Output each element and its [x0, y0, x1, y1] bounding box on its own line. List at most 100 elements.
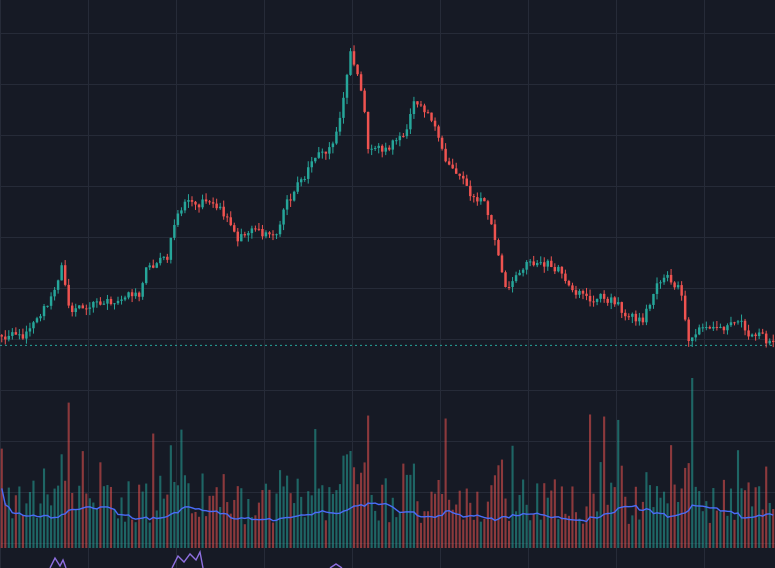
- candle-body: [729, 322, 733, 326]
- candle-body: [81, 305, 85, 309]
- candle-body: [585, 293, 588, 296]
- volume-bar: [736, 450, 740, 548]
- candle-body: [225, 216, 229, 218]
- candle-body: [278, 224, 282, 235]
- candle-body: [437, 126, 440, 138]
- candle-body: [25, 331, 28, 339]
- candle-body: [476, 197, 479, 202]
- volume-bar: [183, 475, 186, 548]
- candle-body: [599, 293, 602, 299]
- volume-bar: [381, 484, 384, 548]
- volume-bar: [648, 485, 651, 548]
- volume-bar: [448, 499, 451, 548]
- volume-bar: [159, 475, 162, 548]
- volume-ma-line: [1, 488, 774, 523]
- volume-bar: [11, 518, 14, 548]
- candle-body: [543, 262, 546, 267]
- candle-body: [708, 327, 712, 329]
- volume-bar: [553, 479, 556, 548]
- candle-body: [275, 234, 278, 236]
- volume-bar: [296, 478, 299, 548]
- candle-body: [388, 147, 391, 150]
- candle-body: [32, 322, 35, 329]
- candle-body: [18, 334, 21, 336]
- volume-bar: [476, 491, 479, 548]
- candle-body: [395, 140, 398, 142]
- volume-bar: [772, 508, 775, 548]
- candle-body: [606, 298, 609, 303]
- volume-bar: [60, 454, 63, 548]
- volume-bar: [550, 490, 553, 548]
- candle-body: [116, 300, 120, 304]
- volume-bar: [321, 485, 324, 548]
- candle-body: [180, 210, 183, 214]
- volume-bar: [197, 516, 201, 548]
- candle-body: [183, 201, 187, 211]
- volume-bar: [39, 503, 42, 548]
- candle-body: [190, 200, 194, 202]
- candle-body: [35, 318, 39, 323]
- volume-bar: [451, 509, 454, 548]
- volume-bar: [286, 475, 289, 548]
- volume-bar: [412, 463, 415, 548]
- volume-bar: [250, 517, 253, 548]
- candle-body: [683, 295, 687, 320]
- candle-body: [571, 285, 574, 291]
- volume-bar: [67, 402, 70, 548]
- volume-bar: [50, 505, 53, 548]
- candle-body: [528, 261, 532, 263]
- volume-bar: [148, 522, 151, 548]
- candle-body: [335, 131, 338, 144]
- candle-body: [240, 234, 243, 242]
- volume-bar: [243, 524, 246, 548]
- volume-bar: [525, 504, 528, 548]
- volume-bar: [271, 522, 275, 548]
- volume-bar: [367, 415, 370, 548]
- volume-bar: [560, 486, 563, 548]
- candle-body: [416, 101, 419, 105]
- candle-body: [430, 112, 433, 121]
- volume-bar: [109, 486, 113, 548]
- volume-bar: [106, 485, 109, 548]
- volume-bar: [116, 518, 120, 548]
- candle-body: [624, 312, 627, 317]
- candle-body: [532, 261, 535, 266]
- volume-bar: [687, 463, 690, 548]
- candle-body: [292, 191, 296, 201]
- volume-bar: [233, 499, 236, 548]
- volume-bar: [32, 480, 35, 548]
- candle-body: [70, 305, 74, 313]
- volume-bar: [662, 491, 666, 548]
- volume-bar: [219, 507, 222, 548]
- volume-bar: [631, 515, 634, 548]
- candle-body: [106, 298, 109, 304]
- candle-body: [701, 327, 705, 329]
- candle-body: [440, 137, 444, 149]
- volume-bar: [680, 488, 683, 548]
- candle-body: [0, 335, 3, 337]
- volume-bar: [493, 475, 496, 548]
- price-candles: [0, 45, 775, 348]
- volume-bar: [768, 502, 771, 548]
- candle-body: [74, 308, 77, 313]
- volume-bar: [486, 501, 489, 548]
- volume-bar: [677, 501, 680, 548]
- candle-body: [162, 256, 166, 258]
- volume-bar: [324, 520, 327, 548]
- volume-bar: [712, 488, 715, 548]
- volume-bar: [176, 485, 179, 548]
- candle-body: [42, 306, 46, 317]
- candle-body: [67, 284, 70, 306]
- volume-bar: [74, 509, 77, 548]
- volume-bar: [708, 522, 711, 548]
- volume-bar: [606, 504, 609, 548]
- candle-body: [46, 305, 49, 307]
- candle-body: [187, 200, 190, 202]
- candle-body: [321, 151, 324, 153]
- candle-body: [747, 330, 750, 337]
- volume-bar: [490, 485, 493, 548]
- volume-bar: [134, 522, 137, 548]
- candle-body: [307, 167, 310, 179]
